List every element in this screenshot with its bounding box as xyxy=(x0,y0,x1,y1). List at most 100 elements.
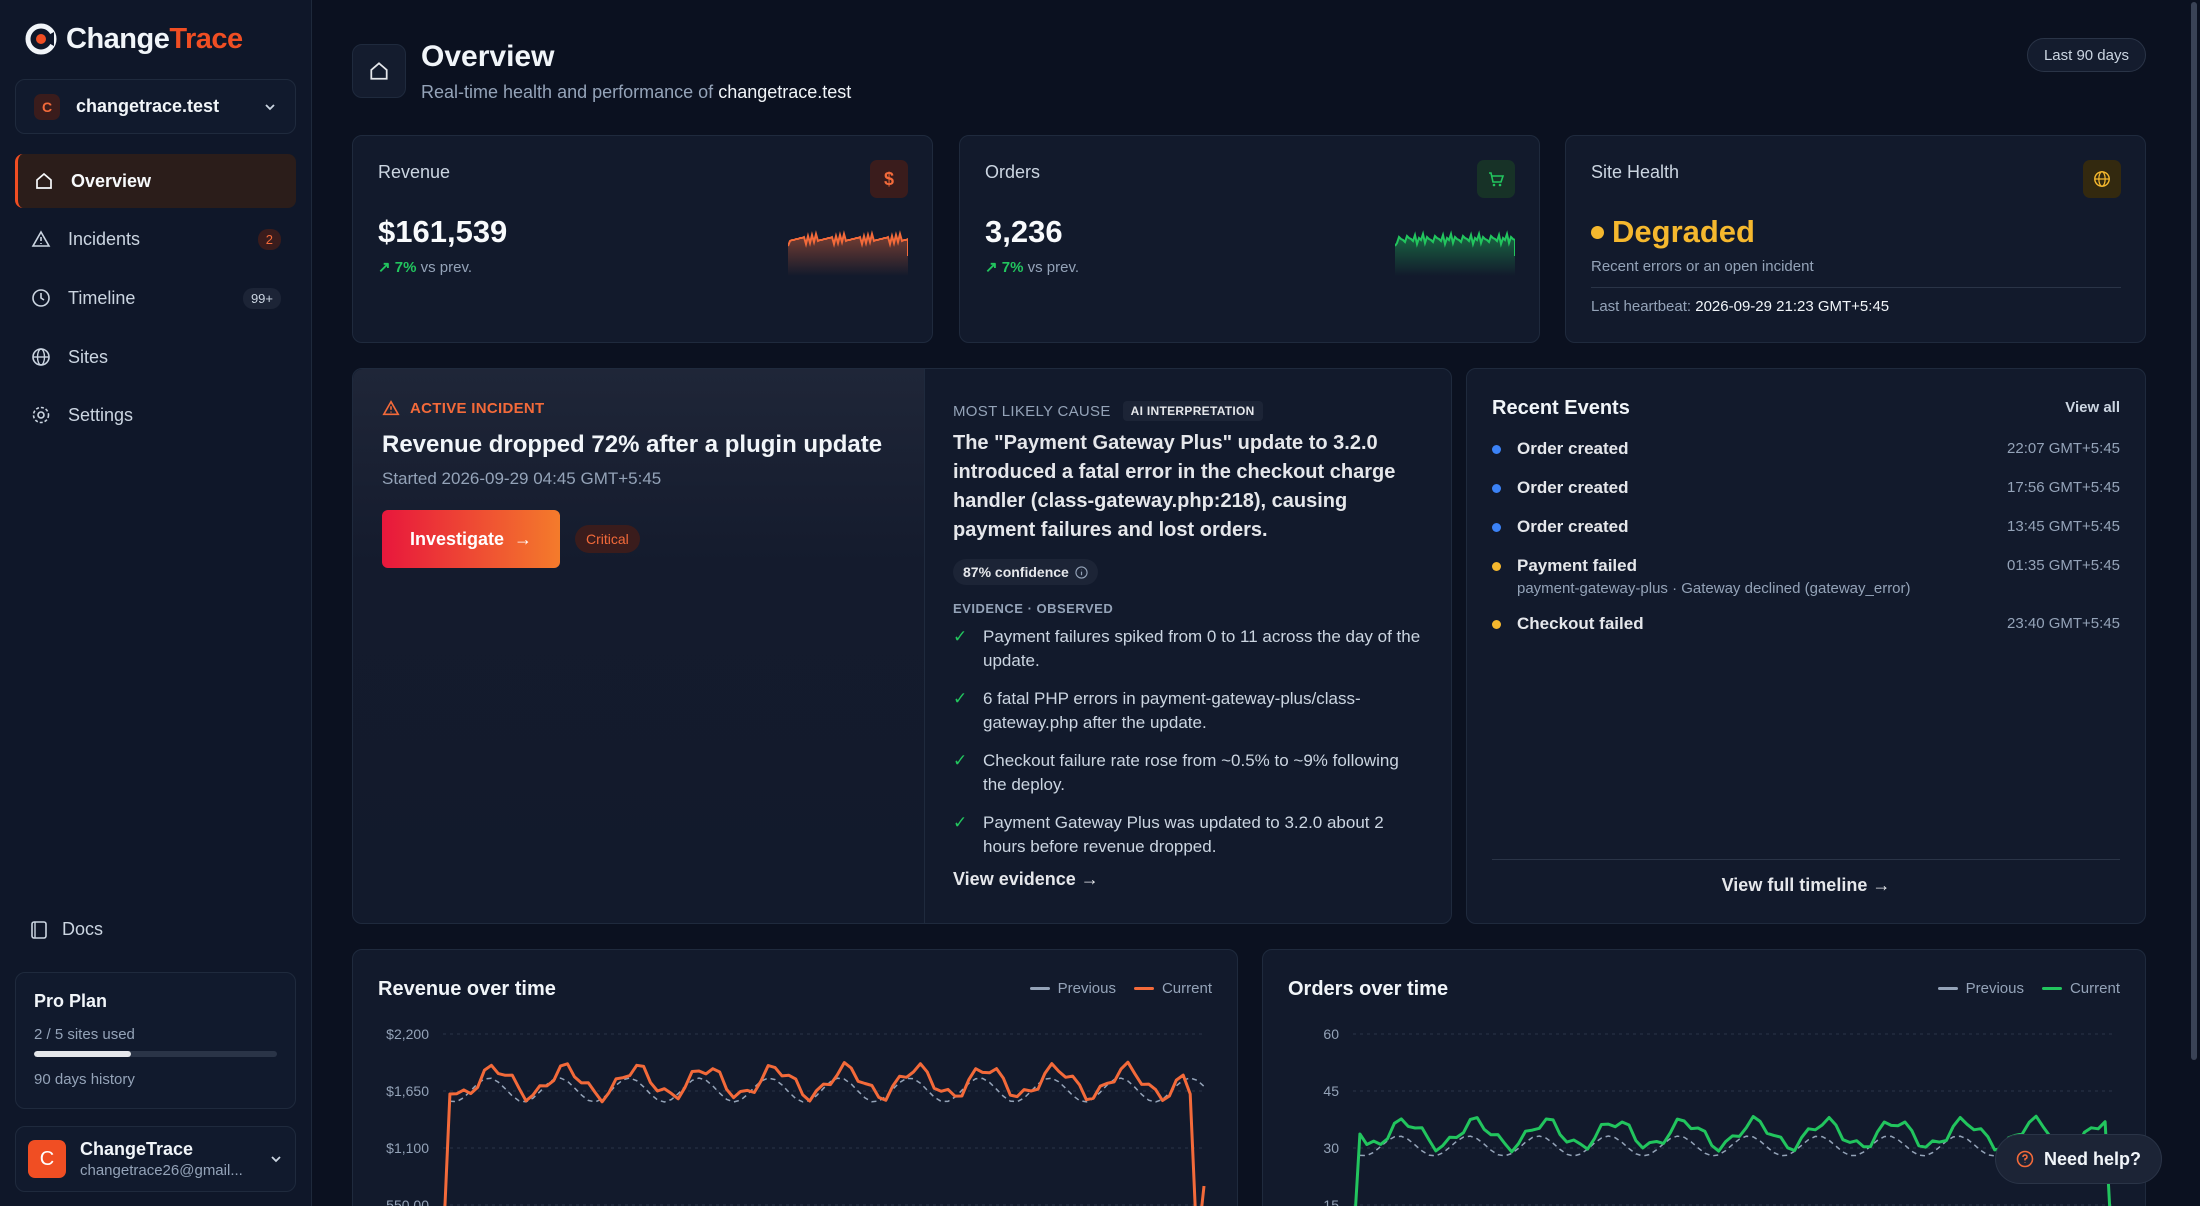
home-icon xyxy=(370,62,388,80)
event-time: 13:45 GMT+5:45 xyxy=(2007,518,2120,535)
y-tick-label: $1,100 xyxy=(386,1140,429,1156)
page-subtitle: Real-time health and performance of chan… xyxy=(421,82,851,103)
confidence-text: 87% confidence xyxy=(963,564,1069,580)
divider xyxy=(1591,287,2121,288)
view-evidence-link[interactable]: View evidence → xyxy=(953,869,1099,890)
health-label: Site Health xyxy=(1591,162,1680,182)
event-name: Order created xyxy=(1517,517,1629,536)
legend-swatch xyxy=(1133,987,1154,990)
home-button[interactable] xyxy=(352,44,406,98)
orders-value: 3,236 xyxy=(985,214,1063,249)
site-name: changetrace.test xyxy=(76,96,220,116)
nav-item-overview[interactable]: Overview xyxy=(15,154,296,208)
event-item[interactable]: Order created 22:07 GMT+5:45 xyxy=(1492,435,2120,474)
investigate-button[interactable]: Investigate → xyxy=(382,510,560,568)
nav-item-timeline[interactable]: Timeline 99+ xyxy=(15,271,296,325)
revenue-value: $161,539 xyxy=(378,214,508,249)
heartbeat-value: 2026-09-29 21:23 GMT+5:45 xyxy=(1695,298,1890,315)
arrow-up-right-icon: ↗ xyxy=(985,259,998,276)
scrollbar[interactable] xyxy=(2191,2,2197,1060)
orders-chart-plot: 60 45 30 15 xyxy=(1323,1026,2113,1206)
arrow-right-icon: → xyxy=(514,528,533,549)
logo-icon xyxy=(25,23,57,55)
check-icon: ✓ xyxy=(953,813,968,832)
event-dot xyxy=(1492,562,1501,571)
legend-label: Previous xyxy=(1057,980,1116,997)
event-time: 22:07 GMT+5:45 xyxy=(2007,440,2120,457)
revenue-sparkline xyxy=(788,230,908,276)
revenue-label: Revenue xyxy=(378,162,451,182)
chevron-down-icon xyxy=(265,103,275,110)
site-badge: C xyxy=(34,93,60,120)
brand-name-a: Change xyxy=(66,22,170,55)
view-full-timeline-label: View full timeline xyxy=(1721,875,1868,895)
legend-swatch xyxy=(1937,987,1958,990)
legend-current: Current xyxy=(1133,980,1212,997)
divider xyxy=(1492,859,2120,860)
orders-card[interactable]: Orders 3,236 ↗ 7% vs prev. xyxy=(959,135,1540,343)
y-tick-label: $1,650 xyxy=(386,1083,429,1099)
legend-previous: Previous xyxy=(1029,980,1116,997)
legend-swatch xyxy=(1029,987,1050,990)
event-item[interactable]: Checkout failed 23:40 GMT+5:45 xyxy=(1492,610,2120,649)
warning-icon xyxy=(382,400,400,416)
event-time: 01:35 GMT+5:45 xyxy=(2007,557,2120,574)
evidence-text: 6 fatal PHP errors in payment-gateway-pl… xyxy=(983,689,1361,732)
brand-logo[interactable]: ChangeTrace xyxy=(24,22,243,56)
cause-label: MOST LIKELY CAUSE xyxy=(953,402,1111,420)
site-health-card[interactable]: Site Health Degraded Recent errors or an… xyxy=(1565,135,2146,343)
event-name: Order created xyxy=(1517,439,1629,458)
subtitle-site: changetrace.test xyxy=(718,82,852,102)
check-icon: ✓ xyxy=(953,689,968,708)
nav-item-incidents[interactable]: Incidents 2 xyxy=(15,212,296,266)
nav-item-settings[interactable]: Settings xyxy=(15,388,296,442)
user-name: ChangeTrace xyxy=(80,1139,194,1159)
orders-sparkline xyxy=(1395,230,1515,276)
orders-delta: ↗ 7% vs prev. xyxy=(985,258,1079,276)
plan-usage: 2 / 5 sites used xyxy=(34,1026,135,1043)
y-tick-label: 45 xyxy=(1323,1083,1339,1099)
check-icon: ✓ xyxy=(953,627,968,646)
plan-usage-bar xyxy=(34,1051,277,1057)
orders-chart-legend: Previous Current xyxy=(1937,980,2120,997)
event-item[interactable]: Payment failed payment-gateway-plus · Gat… xyxy=(1492,552,2120,610)
docs-link[interactable]: Docs xyxy=(30,919,103,940)
check-icon: ✓ xyxy=(953,751,968,770)
investigate-label: Investigate xyxy=(409,528,505,549)
legend-current: Current xyxy=(2041,980,2120,997)
event-item[interactable]: Order created 13:45 GMT+5:45 xyxy=(1492,513,2120,552)
severity-badge: Critical xyxy=(575,525,640,553)
nav-item-sites[interactable]: Sites xyxy=(15,330,296,384)
user-menu[interactable]: C ChangeTrace changetrace26@gmail... xyxy=(15,1126,296,1192)
incident-title: Revenue dropped 72% after a plugin updat… xyxy=(382,431,883,458)
book-icon xyxy=(31,920,47,939)
event-item[interactable]: Order created 17:56 GMT+5:45 xyxy=(1492,474,2120,513)
evidence-item: ✓ Payment Gateway Plus was updated to 3.2… xyxy=(953,811,1423,859)
revenue-delta-suffix: vs prev. xyxy=(420,259,473,276)
event-name: Order created xyxy=(1517,478,1629,497)
health-description: Recent errors or an open incident xyxy=(1591,258,1814,275)
date-range-button[interactable]: Last 90 days xyxy=(2026,38,2146,72)
revenue-card[interactable]: Revenue $ $161,539 ↗ 7% vs prev. xyxy=(352,135,933,343)
confidence-badge[interactable]: 87% confidence xyxy=(953,559,1098,585)
incident-started: Started 2026-09-29 04:45 GMT+5:45 xyxy=(382,469,662,488)
avatar: C xyxy=(28,1140,66,1178)
cause-text: The "Payment Gateway Plus" update to 3.2… xyxy=(953,432,1396,541)
main-content: Overview Real-time health and performanc… xyxy=(312,0,2200,1206)
help-button[interactable]: Need help? xyxy=(1994,1134,2162,1184)
revenue-chart-card: Revenue over time Previous Current $2,20… xyxy=(352,949,1238,1206)
orders-chart-title: Orders over time xyxy=(1288,978,1449,1000)
y-tick-label: 30 xyxy=(1323,1140,1339,1156)
orders-delta-suffix: vs prev. xyxy=(1027,259,1080,276)
incident-summary: ACTIVE INCIDENT Revenue dropped 72% afte… xyxy=(353,369,925,923)
site-selector[interactable]: C changetrace.test xyxy=(15,79,296,134)
health-status-text: Degraded xyxy=(1612,214,1755,249)
view-all-link[interactable]: View all xyxy=(2065,399,2120,416)
arrow-right-icon: → xyxy=(1080,869,1099,889)
brand-name-b: Trace xyxy=(169,22,243,55)
view-full-timeline-link[interactable]: View full timeline → xyxy=(1467,875,2145,896)
globe-icon xyxy=(30,346,52,368)
y-tick-label: 60 xyxy=(1323,1026,1339,1042)
dollar-icon: $ xyxy=(870,160,908,198)
legend-label: Previous xyxy=(1965,980,2024,997)
